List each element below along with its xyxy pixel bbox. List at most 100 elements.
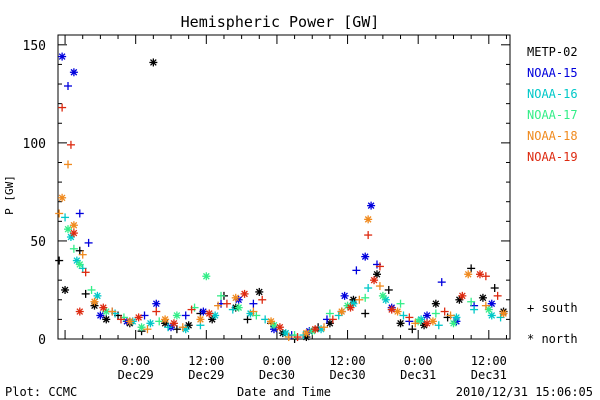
x-axis-ticks: 0:00Dec2912:00Dec290:00Dec3012:00Dec300:… (64, 35, 507, 382)
marker-noaa-19-south (364, 231, 373, 240)
marker-noaa-15-north (69, 68, 78, 77)
marker-noaa-15-south (352, 266, 361, 275)
marker-noaa-16-south (470, 305, 479, 314)
marker-noaa-15-north (340, 291, 349, 300)
marker-noaa-19-south (481, 272, 490, 281)
marker-metp-02-north (149, 58, 158, 67)
marker-noaa-18-north (58, 193, 67, 202)
marker-noaa-17-north (202, 272, 211, 281)
marker-noaa-18-north (364, 215, 373, 224)
marker-noaa-19-south (328, 315, 337, 324)
chart-title: Hemispheric Power [GW] (181, 13, 380, 31)
marker-noaa-19-north (370, 276, 379, 285)
marker-noaa-18-south (214, 301, 223, 310)
marker-noaa-15-south (181, 311, 190, 320)
marker-noaa-19-north (346, 303, 355, 312)
marker-metp-02-south (55, 256, 64, 265)
marker-noaa-18-north (337, 307, 346, 316)
x-tick-label-time: 12:00 (188, 354, 224, 368)
marker-noaa-18-north (196, 315, 205, 324)
marker-metp-02-north (455, 295, 464, 304)
marker-noaa-17-south (217, 291, 226, 300)
y-axis-ticks: 0 50 100 150 (23, 39, 510, 348)
marker-noaa-19-north (311, 325, 320, 334)
marker-noaa-17-south (325, 309, 334, 318)
marker-noaa-16-north (146, 319, 155, 328)
marker-noaa-15-north (367, 201, 376, 210)
marker-noaa-16-south (434, 321, 443, 330)
marker-noaa-19-south (222, 299, 231, 308)
y-tick-label: 0 (38, 333, 46, 348)
y-tick-label: 100 (23, 137, 46, 152)
marker-noaa-19-south (258, 295, 267, 304)
y-tick-label: 50 (30, 235, 46, 250)
marker-noaa-15-south (64, 81, 73, 90)
marker-noaa-19-north (169, 319, 178, 328)
marker-noaa-19-north (275, 323, 284, 332)
marker-noaa-15-south (249, 299, 258, 308)
marker-noaa-18-north (161, 315, 170, 324)
data-markers (55, 52, 508, 343)
marker-noaa-19-south (152, 307, 161, 316)
marker-metp-02-north (478, 293, 487, 302)
marker-noaa-16-south (61, 213, 70, 222)
marker-noaa-19-south (81, 268, 90, 277)
marker-noaa-17-north (137, 323, 146, 332)
marker-noaa-17-south (87, 285, 96, 294)
marker-noaa-18-south (284, 333, 293, 342)
x-tick-label-date: Dec31 (471, 368, 507, 382)
marker-noaa-18-north (464, 270, 473, 279)
marker-noaa-15-north (361, 252, 370, 261)
marker-noaa-15-north (152, 299, 161, 308)
marker-noaa-17-south (155, 317, 164, 326)
y-tick-label: 150 (23, 39, 46, 54)
marker-noaa-15-north (199, 307, 208, 316)
legend-item-metp-02: METP-02 (527, 45, 578, 59)
marker-noaa-17-south (431, 309, 440, 318)
marker-metp-02-south (172, 325, 181, 334)
marker-noaa-16-south (261, 315, 270, 324)
marker-noaa-19-south (440, 307, 449, 316)
marker-noaa-18-south (481, 301, 490, 310)
marker-noaa-15-north (423, 311, 432, 320)
marker-noaa-19-north (75, 307, 84, 316)
marker-noaa-17-south (467, 297, 476, 306)
marker-metp-02-north (61, 285, 70, 294)
marker-noaa-17-south (69, 244, 78, 253)
marker-metp-02-south (384, 285, 393, 294)
legend-item-noaa-18: NOAA-18 (527, 129, 578, 143)
marker-noaa-17-south (361, 293, 370, 302)
footer-credit: Plot: CCMC (5, 385, 77, 399)
marker-noaa-18-south (355, 295, 364, 304)
y-axis-label: P [GW] (3, 175, 16, 215)
marker-noaa-18-north (428, 317, 437, 326)
marker-noaa-18-south (55, 209, 64, 218)
marker-noaa-18-north (499, 309, 508, 318)
x-tick-label-time: 0:00 (404, 354, 433, 368)
marker-metp-02-south (243, 315, 252, 324)
x-tick-label-date: Dec30 (330, 368, 366, 382)
marker-noaa-18-south (249, 307, 258, 316)
marker-noaa-15-south (75, 209, 84, 218)
x-tick-label-date: Dec30 (259, 368, 295, 382)
marker-noaa-16-north (487, 311, 496, 320)
marker-noaa-16-south (399, 311, 408, 320)
marker-noaa-19-south (493, 291, 502, 300)
x-tick-label-time: 12:00 (471, 354, 507, 368)
x-axis-label: Date and Time (237, 385, 331, 399)
marker-noaa-15-north (96, 311, 105, 320)
marker-noaa-19-south (375, 262, 384, 271)
x-tick-label-time: 12:00 (330, 354, 366, 368)
marker-noaa-19-south (66, 140, 75, 149)
marker-noaa-19-north (99, 303, 108, 312)
marker-metp-02-north (372, 270, 381, 279)
marker-noaa-19-north (240, 289, 249, 298)
marker-noaa-19-north (387, 305, 396, 314)
marker-noaa-18-south (64, 160, 73, 169)
marker-noaa-16-north (93, 291, 102, 300)
marker-noaa-19-south (293, 333, 302, 342)
marker-noaa-18-south (143, 325, 152, 334)
marker-noaa-19-north (134, 313, 143, 322)
footer-timestamp: 2010/12/31 15:06:05 (456, 385, 593, 399)
